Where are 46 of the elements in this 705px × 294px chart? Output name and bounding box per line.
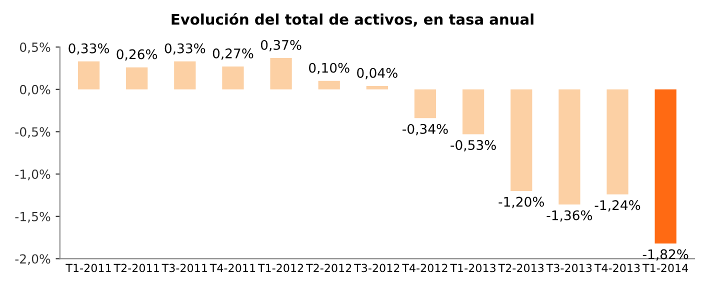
- data-label: 0,27%: [212, 48, 254, 60]
- bar: [558, 89, 580, 205]
- bar: [270, 58, 292, 90]
- data-label: 0,04%: [357, 68, 398, 80]
- y-tick-label: 0,0%: [20, 84, 50, 96]
- bar: [510, 89, 532, 191]
- bar: [414, 89, 436, 118]
- bar: [174, 61, 196, 90]
- data-label: -1,20%: [498, 196, 544, 208]
- x-tick-label: T1-2012: [258, 264, 303, 272]
- data-label: 0,33%: [68, 43, 109, 55]
- y-tick-label: -1,0%: [15, 170, 50, 180]
- x-tick-label: T1-2013: [450, 264, 496, 272]
- bar: [366, 86, 388, 90]
- y-tick-label: 0,5%: [20, 42, 50, 54]
- x-tick-label: T4-2013: [594, 264, 640, 272]
- data-label: 0,10%: [309, 62, 350, 74]
- data-label: 0,26%: [116, 49, 158, 61]
- x-tick-label: T3-2011: [162, 264, 207, 272]
- x-tick-label: T2-2012: [306, 264, 352, 272]
- x-tick-label: T4-2011: [210, 264, 256, 272]
- data-label: -1,24%: [594, 200, 640, 212]
- data-label: -1,36%: [546, 210, 592, 222]
- x-tick-label: T2-2011: [114, 264, 159, 272]
- y-tick-label: -0,5%: [15, 127, 50, 138]
- chart-title: Evolución del total de activos, en tasa anual: [172, 12, 534, 27]
- data-label: -0,53%: [450, 140, 496, 152]
- data-label: -0,34%: [402, 124, 448, 136]
- x-tick-label: T2-2013: [498, 264, 544, 272]
- bar: [222, 66, 244, 90]
- y-tick-label: -1,5%: [15, 212, 50, 223]
- bar: [606, 89, 628, 194]
- x-tick-label: T1-2011: [66, 264, 111, 272]
- x-tick-label: T3-2013: [546, 264, 592, 272]
- bar: [78, 61, 100, 90]
- x-tick-label: T4-2012: [402, 264, 448, 272]
- bar: [654, 89, 676, 244]
- x-tick-label: T1-2014: [642, 264, 688, 272]
- bar: [462, 89, 484, 134]
- data-label: 0,37%: [260, 40, 302, 52]
- bar: [126, 67, 148, 90]
- data-label: 0,33%: [164, 43, 206, 55]
- bar: [318, 80, 340, 90]
- y-tick-label: -2,0%: [15, 254, 50, 265]
- data-label: -1,82%: [642, 249, 688, 261]
- x-tick-label: T3-2012: [354, 264, 400, 272]
